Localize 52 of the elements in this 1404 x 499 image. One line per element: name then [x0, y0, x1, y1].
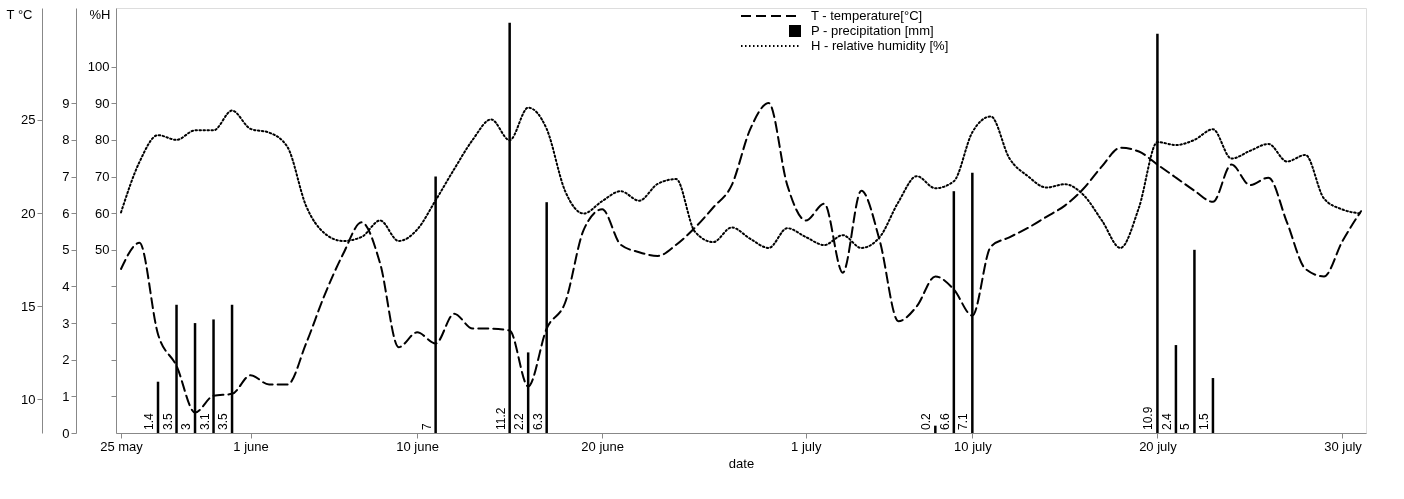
- data-label: 7.1: [956, 412, 971, 430]
- y2-tick-label: 5: [62, 242, 70, 258]
- y-tick-label: 80: [95, 132, 110, 148]
- bar: [934, 425, 937, 433]
- y-tick-label: 50: [95, 242, 110, 258]
- x-tick-label: 10 july: [954, 438, 993, 454]
- data-label: 2.2: [512, 412, 527, 430]
- data-label: 3: [179, 423, 194, 430]
- x-tick-label: 20 july: [1139, 438, 1178, 454]
- y3-tick-label: 15: [21, 298, 36, 314]
- y-tick-label: 70: [95, 169, 110, 185]
- data-label: 0.2: [919, 412, 934, 430]
- data-label: 3.5: [160, 412, 175, 430]
- y2-tick-label: 0: [62, 425, 70, 441]
- x-tick-label: 30 july: [1324, 438, 1363, 454]
- data-label: 7: [419, 423, 434, 430]
- data-label: 6.6: [937, 412, 952, 430]
- x-tick-label: 25 may: [100, 438, 144, 454]
- data-label: 3.1: [197, 412, 212, 430]
- legend-label: T - temperature[°C]: [811, 8, 923, 23]
- data-label: 11.2: [493, 407, 508, 430]
- x-axis-title: date: [728, 455, 755, 471]
- y2-tick-label: 4: [62, 278, 70, 294]
- y2-tick-label: 7: [62, 169, 70, 185]
- y2-tick-label: 6: [62, 205, 70, 221]
- y2-tick-label: 2: [62, 352, 70, 368]
- x-tick-label: 10 june: [396, 438, 439, 454]
- data-label: 10.9: [1141, 406, 1156, 430]
- x-tick-label: 20 june: [581, 438, 625, 454]
- y2-tick-label: 3: [62, 315, 70, 331]
- data-label: 1.4: [142, 412, 157, 430]
- legend-label: H - relative humidity [%]: [811, 38, 949, 53]
- y3-tick-label: 20: [21, 205, 36, 221]
- data-label: 2.4: [1159, 412, 1174, 430]
- y-tick-label: 100: [87, 59, 110, 75]
- y-axis-title: %H: [89, 6, 111, 22]
- x-tick-label: 1 july: [791, 438, 822, 454]
- y2-tick-label: 8: [62, 132, 70, 148]
- data-label: 6.3: [530, 412, 545, 430]
- legend-label: P - precipitation [mm]: [811, 23, 934, 38]
- y3-axis-title: T °C: [6, 6, 33, 22]
- y3-tick-label: 25: [21, 112, 36, 128]
- data-label: 5: [1178, 423, 1193, 430]
- y2-tick-label: 9: [62, 95, 70, 111]
- bar: [1193, 249, 1196, 433]
- y-tick-label: 90: [95, 95, 110, 111]
- y2-tick-label: 1: [62, 388, 70, 404]
- y3-tick-label: 10: [21, 391, 36, 407]
- y-tick-label: 60: [95, 205, 110, 221]
- x-tick-label: 1 june: [233, 438, 269, 454]
- data-label: 3.5: [216, 412, 231, 430]
- data-label: 1.5: [1196, 412, 1211, 430]
